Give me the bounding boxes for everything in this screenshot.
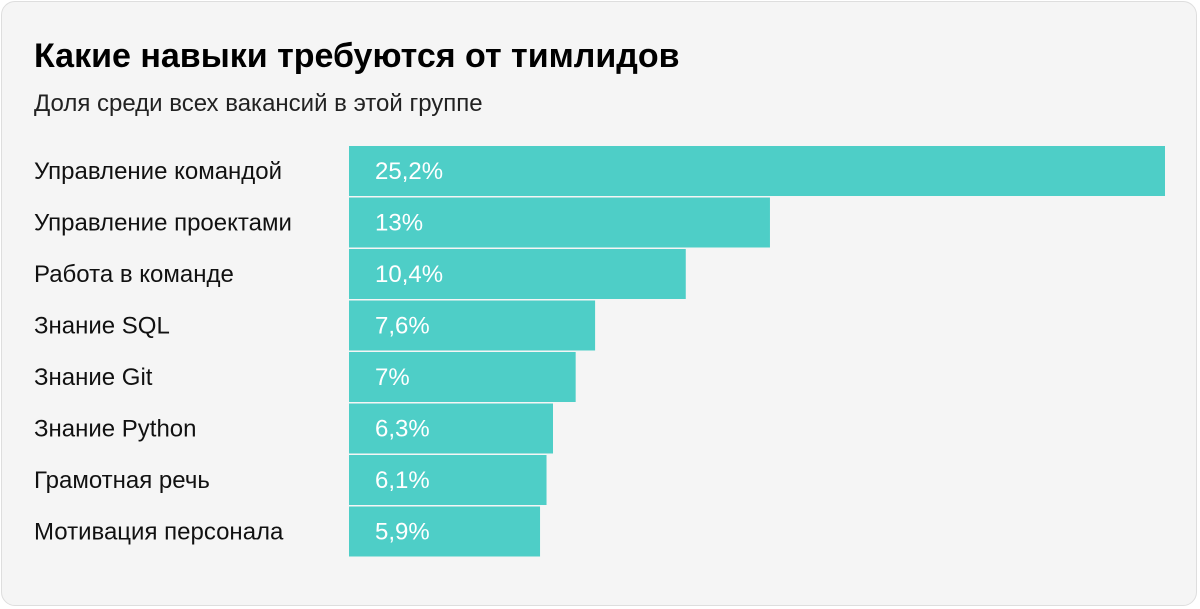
bar — [349, 506, 541, 557]
category-label: Грамотная речь — [34, 467, 210, 494]
bar-value-label: 6,3% — [375, 416, 430, 443]
chart-title: Какие навыки требуются от тимлидов — [34, 37, 680, 75]
bar — [349, 197, 770, 248]
bar-value-label: 10,4% — [375, 261, 443, 288]
chart-subtitle: Доля среди всех вакансий в этой группе — [34, 90, 483, 117]
bar-value-label: 13% — [375, 210, 423, 237]
bar — [349, 455, 547, 505]
category-label: Знание SQL — [34, 313, 170, 340]
bar — [349, 146, 1165, 196]
category-label: Знание Python — [34, 416, 197, 443]
category-label: Управление проектами — [34, 210, 292, 237]
bar — [349, 403, 553, 454]
bar-value-label: 5,9% — [375, 519, 430, 546]
bar-value-label: 7,6% — [375, 313, 430, 340]
category-label: Знание Git — [34, 364, 153, 391]
category-label: Работа в команде — [34, 261, 234, 288]
category-label: Мотивация персонала — [34, 519, 284, 546]
bar — [349, 249, 686, 299]
bar-value-label: 6,1% — [375, 467, 430, 494]
bar — [349, 300, 596, 351]
bar-value-label: 25,2% — [375, 158, 443, 185]
bar — [349, 352, 576, 402]
category-label: Управление командой — [34, 158, 282, 185]
bar-value-label: 7% — [375, 364, 410, 391]
